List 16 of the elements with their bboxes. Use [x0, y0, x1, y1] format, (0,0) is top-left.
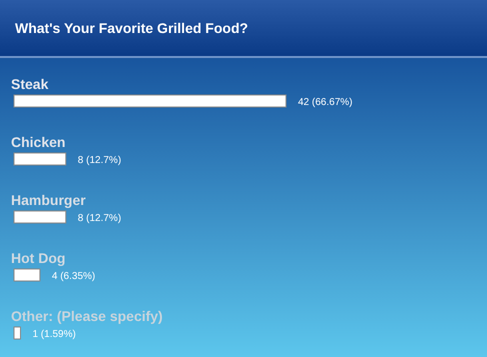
y-tick-label: Steak: [11, 76, 49, 92]
data-label: 8 (12.7%): [78, 155, 122, 166]
data-label: 1 (1.59%): [32, 329, 76, 340]
bar: [14, 326, 21, 340]
y-tick-label: Chicken: [11, 134, 66, 150]
chart-title: What's Your Favorite Grilled Food?: [15, 20, 248, 36]
y-tick-label: Hot Dog: [11, 250, 66, 266]
bar: [14, 210, 66, 224]
data-label: 8 (12.7%): [78, 213, 122, 224]
data-label: 42 (66.67%): [298, 97, 352, 108]
y-tick-label: Other: (Please specify): [11, 308, 163, 324]
data-label: 4 (6.35%): [52, 271, 96, 282]
bar: [14, 152, 66, 166]
y-tick-label: Hamburger: [11, 192, 86, 208]
bar: [14, 94, 286, 108]
bar: [14, 268, 40, 282]
